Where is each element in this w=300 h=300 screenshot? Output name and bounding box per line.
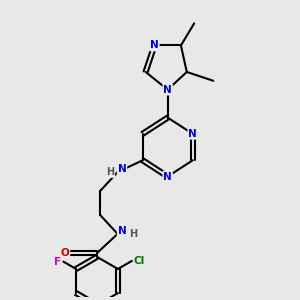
- Text: H: H: [129, 229, 137, 239]
- Text: N: N: [163, 85, 172, 94]
- Text: N: N: [163, 172, 172, 182]
- Text: N: N: [150, 40, 159, 50]
- Text: H: H: [106, 167, 114, 177]
- Text: F: F: [54, 256, 61, 267]
- Text: N: N: [188, 129, 197, 139]
- Text: O: O: [60, 248, 69, 258]
- Text: N: N: [118, 164, 126, 174]
- Text: N: N: [118, 226, 126, 236]
- Text: Cl: Cl: [134, 256, 145, 266]
